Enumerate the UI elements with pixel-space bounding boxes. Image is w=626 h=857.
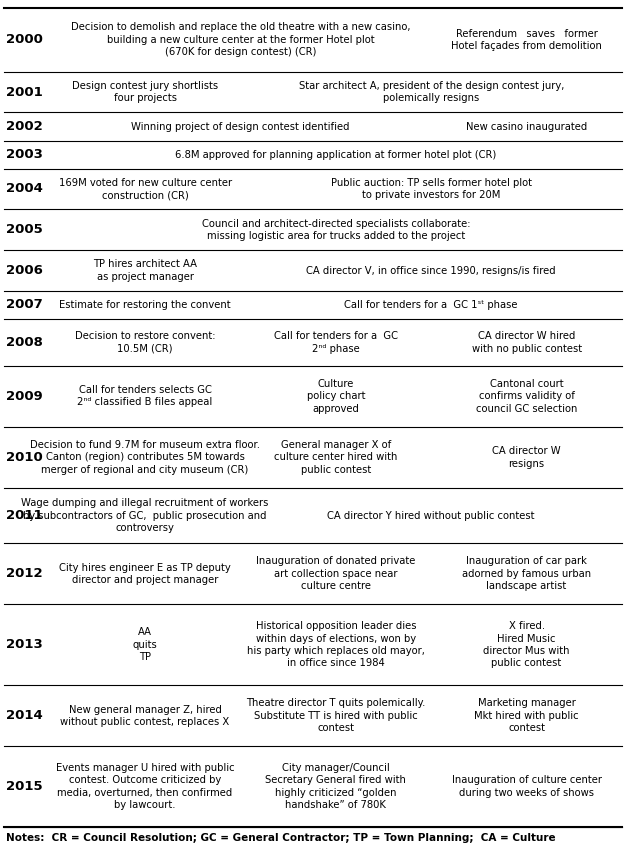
Text: 2001: 2001 (6, 86, 43, 99)
Text: 2000: 2000 (6, 33, 43, 46)
Text: City manager/Council
Secretary General fired with
highly criticized “golden
hand: City manager/Council Secretary General f… (265, 763, 406, 810)
Text: Call for tenders for a  GC 1ˢᵗ phase: Call for tenders for a GC 1ˢᵗ phase (344, 300, 518, 310)
Text: Inauguration of donated private
art collection space near
culture centre: Inauguration of donated private art coll… (256, 556, 416, 591)
Text: 2003: 2003 (6, 148, 43, 161)
Text: 2014: 2014 (6, 710, 43, 722)
Text: 2009: 2009 (6, 390, 43, 403)
Text: 169M voted for new culture center
construction (CR): 169M voted for new culture center constr… (58, 177, 232, 201)
Text: AA
quits
TP: AA quits TP (133, 627, 158, 662)
Text: CA director W
resigns: CA director W resigns (492, 446, 561, 469)
Text: Decision to fund 9.7M for museum extra floor.
Canton (region) contributes 5M tow: Decision to fund 9.7M for museum extra f… (30, 440, 260, 475)
Text: X fired.
Hired Music
director Mus with
public contest: X fired. Hired Music director Mus with p… (483, 621, 570, 668)
Text: Notes:  CR = Council Resolution; GC = General Contractor; TP = Town Planning;  C: Notes: CR = Council Resolution; GC = Gen… (6, 833, 556, 843)
Text: Decision to demolish and replace the old theatre with a new casino,
building a n: Decision to demolish and replace the old… (71, 22, 410, 57)
Text: CA director V, in office since 1990, resigns/is fired: CA director V, in office since 1990, res… (306, 266, 556, 275)
Text: New casino inaugurated: New casino inaugurated (466, 122, 587, 131)
Text: Referendum   saves   former
Hotel façades from demolition: Referendum saves former Hotel façades fr… (451, 28, 602, 51)
Text: 6.8M approved for planning application at former hotel plot (CR): 6.8M approved for planning application a… (175, 150, 496, 159)
Text: 2006: 2006 (6, 264, 43, 277)
Text: Public auction: TP sells former hotel plot
to private investors for 20M: Public auction: TP sells former hotel pl… (331, 177, 531, 201)
Text: 2010: 2010 (6, 451, 43, 464)
Text: Culture
policy chart
approved: Culture policy chart approved (307, 379, 365, 414)
Text: Council and architect-directed specialists collaborate:
missing logistic area fo: Council and architect-directed specialis… (202, 219, 470, 241)
Text: Star architect A, president of the design contest jury,
polemically resigns: Star architect A, president of the desig… (299, 81, 564, 104)
Text: 2007: 2007 (6, 298, 43, 311)
Text: Design contest jury shortlists
four projects: Design contest jury shortlists four proj… (72, 81, 218, 104)
Text: TP hires architect AA
as project manager: TP hires architect AA as project manager (93, 260, 197, 282)
Text: 2013: 2013 (6, 638, 43, 651)
Text: Cantonal court
confirms validity of
council GC selection: Cantonal court confirms validity of coun… (476, 379, 577, 414)
Text: 2011: 2011 (6, 509, 43, 522)
Text: Inauguration of car park
adorned by famous urban
landscape artist: Inauguration of car park adorned by famo… (462, 556, 591, 591)
Text: 2012: 2012 (6, 567, 43, 580)
Text: 2015: 2015 (6, 780, 43, 793)
Text: CA director Y hired without public contest: CA director Y hired without public conte… (327, 511, 535, 520)
Text: Winning project of design contest identified: Winning project of design contest identi… (131, 122, 350, 131)
Text: 2005: 2005 (6, 223, 43, 237)
Text: City hires engineer E as TP deputy
director and project manager: City hires engineer E as TP deputy direc… (59, 563, 231, 585)
Text: Estimate for restoring the convent: Estimate for restoring the convent (59, 300, 231, 310)
Text: Wage dumping and illegal recruitment of workers
by subcontractors of GC,  public: Wage dumping and illegal recruitment of … (21, 498, 269, 533)
Text: Historical opposition leader dies
within days of elections, won by
his party whi: Historical opposition leader dies within… (247, 621, 425, 668)
Text: 2008: 2008 (6, 336, 43, 349)
Text: Call for tenders for a  GC
2ⁿᵈ phase: Call for tenders for a GC 2ⁿᵈ phase (274, 331, 398, 353)
Text: Marketing manager
Mkt hired with public
contest: Marketing manager Mkt hired with public … (475, 698, 579, 733)
Text: New general manager Z, hired
without public contest, replaces X: New general manager Z, hired without pub… (61, 704, 230, 727)
Text: Theatre director T quits polemically.
Substitute TT is hired with public
contest: Theatre director T quits polemically. Su… (246, 698, 426, 733)
Text: Call for tenders selects GC
2ⁿᵈ classified B files appeal: Call for tenders selects GC 2ⁿᵈ classifi… (78, 385, 213, 407)
Text: Events manager U hired with public
contest. Outcome criticized by
media, overtur: Events manager U hired with public conte… (56, 763, 234, 810)
Text: 2004: 2004 (6, 183, 43, 195)
Text: General manager X of
culture center hired with
public contest: General manager X of culture center hire… (274, 440, 398, 475)
Text: CA director W hired
with no public contest: CA director W hired with no public conte… (471, 331, 582, 353)
Text: Inauguration of culture center
during two weeks of shows: Inauguration of culture center during tw… (451, 776, 602, 798)
Text: 2002: 2002 (6, 120, 43, 133)
Text: Decision to restore convent:
10.5M (CR): Decision to restore convent: 10.5M (CR) (75, 331, 215, 353)
